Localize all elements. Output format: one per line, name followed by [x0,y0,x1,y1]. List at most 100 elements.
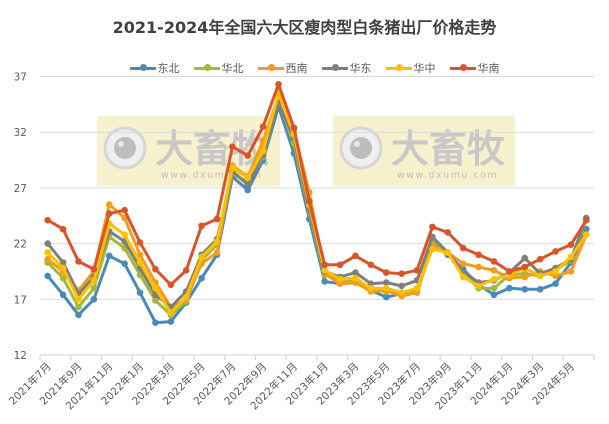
data-point [429,223,436,231]
data-point [259,147,267,155]
data-point [290,124,298,132]
data-point [198,253,205,261]
legend-label: 东北 [157,62,180,75]
y-tick-label: 27 [14,183,27,195]
data-point [90,277,98,284]
data-point [167,281,175,289]
data-point [59,274,67,282]
watermark-url: www.dxumu.com [161,170,262,181]
legend-marker-icon [449,64,476,71]
data-point [567,241,575,249]
data-point [244,174,252,182]
legend-item: 华东 [321,60,372,76]
data-point [567,253,575,261]
data-point [136,251,144,259]
legend-marker-icon [257,64,284,71]
data-point [490,275,498,283]
data-point [536,255,544,263]
data-point [167,318,175,325]
data-point [59,259,67,266]
watermark-url: www.dxumu.com [397,170,498,181]
data-point [352,269,359,276]
data-point [567,268,575,275]
data-point [136,239,144,246]
data-point [244,186,252,194]
data-point [136,289,144,296]
legend-label: 华南 [477,62,500,75]
data-point [506,284,513,292]
data-point [121,231,128,238]
y-tick-label: 22 [14,239,27,251]
data-point [213,215,221,223]
data-point [90,296,98,303]
y-tick-label: 37 [14,72,27,84]
data-point [490,291,498,299]
data-point [506,268,513,275]
data-point [90,265,98,273]
data-point [536,285,544,293]
data-point [229,164,236,172]
data-point [398,282,405,290]
data-point [521,285,529,293]
data-point [552,268,559,275]
data-point [336,275,344,283]
data-point [105,252,113,260]
data-point [475,251,482,259]
data-point [152,319,159,326]
data-point [475,263,482,271]
data-point [552,280,559,288]
data-point [167,309,175,316]
data-point [521,263,529,271]
legend-label: 华北 [221,62,244,75]
legend-marker-icon [129,64,156,71]
data-point [213,249,221,256]
data-point [413,284,421,292]
data-point [444,249,452,256]
data-point [382,269,390,276]
data-point [413,267,421,274]
data-point [152,297,159,304]
legend-item: 华中 [385,60,436,76]
data-point [44,216,51,224]
data-point [321,278,328,285]
data-point [336,261,344,269]
legend-label: 西南 [285,62,308,75]
data-point [583,216,590,224]
data-point [198,274,205,282]
watermark-brand: 大畜牧 [391,127,506,171]
data-point [536,272,544,280]
data-point [321,261,328,269]
data-point [59,264,67,272]
data-point [182,293,190,301]
data-point [213,238,221,245]
data-point [259,123,267,130]
data-point [552,248,559,255]
y-tick-label: 12 [14,350,27,362]
data-point [459,260,467,267]
data-point [352,252,359,260]
data-point [44,249,51,256]
data-point [198,222,205,230]
data-point [382,279,390,286]
data-point [59,225,67,233]
legend-item: 东北 [129,60,180,76]
data-point [444,229,452,236]
data-point [367,261,375,269]
legend-item: 华北 [193,60,244,76]
data-point [75,258,82,265]
data-point [367,284,375,292]
data-point [59,291,67,299]
data-point [152,284,159,292]
data-point [136,259,144,266]
data-point [44,240,51,247]
chart-legend: 东北 华北 西南 华东 华中 华南 [0,60,609,76]
data-point [429,245,436,253]
data-point [490,258,498,265]
data-point [75,296,82,303]
data-point [382,293,390,301]
data-point [321,267,328,274]
data-point [121,260,128,267]
